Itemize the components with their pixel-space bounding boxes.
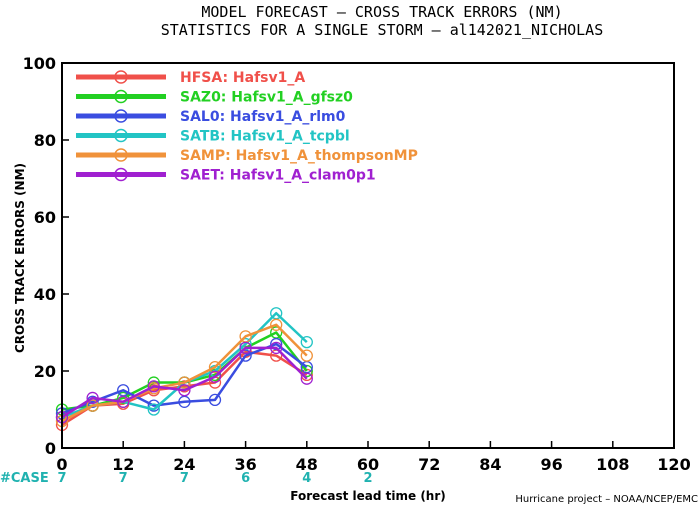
data-point bbox=[300, 372, 313, 385]
data-point bbox=[86, 391, 99, 405]
data-point bbox=[178, 384, 191, 397]
y-tick-label: 40 bbox=[34, 285, 56, 304]
x-tick-label: 84 bbox=[479, 455, 501, 474]
legend-label-5: SAET: Hafsv1_A_clam0p1 bbox=[180, 168, 376, 184]
data-point bbox=[208, 393, 222, 407]
data-point bbox=[208, 370, 222, 383]
legend-label-0: HFSA: Hafsv1_A bbox=[180, 70, 305, 86]
case-count: 7 bbox=[57, 471, 66, 486]
legend-marker-0 bbox=[114, 70, 128, 84]
y-tick-label: 80 bbox=[34, 131, 56, 150]
data-point bbox=[178, 376, 191, 389]
data-point bbox=[86, 399, 99, 412]
case-count: 4 bbox=[302, 471, 311, 486]
data-point bbox=[300, 335, 313, 349]
data-series bbox=[55, 307, 313, 432]
data-point bbox=[208, 360, 222, 374]
x-tick-label: 12 bbox=[112, 455, 134, 474]
series-line-4 bbox=[61, 323, 308, 423]
legend: HFSA: Hafsv1_A SAZ0: Hafsv1_A_gfsz0 SAL0: … bbox=[76, 70, 418, 184]
x-tick-label: 96 bbox=[540, 455, 562, 474]
data-point bbox=[147, 380, 160, 393]
data-point bbox=[239, 341, 252, 355]
data-point bbox=[270, 318, 283, 331]
case-count: 7 bbox=[119, 471, 128, 486]
credit-text: Hurricane project – NOAA/NCEP/EMC bbox=[515, 494, 698, 505]
legend-label-4: SAMP: Hafsv1_A_thompsonMP bbox=[180, 148, 418, 164]
y-tick-label: 20 bbox=[34, 362, 56, 381]
data-point bbox=[300, 349, 313, 362]
case-count: 2 bbox=[363, 471, 372, 486]
legend-marker-1 bbox=[114, 89, 128, 104]
x-axis-label: Forecast lead time (hr) bbox=[290, 489, 446, 503]
series-line-5 bbox=[61, 346, 308, 419]
chart-title: MODEL FORECAST – CROSS TRACK ERRORS (NM) bbox=[201, 3, 562, 21]
y-tick-label: 60 bbox=[34, 208, 56, 227]
x-tick-label: 24 bbox=[173, 455, 195, 474]
legend-label-2: SAL0: Hafsv1_A_rlm0 bbox=[180, 109, 346, 125]
plot-frame bbox=[61, 62, 675, 449]
y-tick-label: 0 bbox=[45, 439, 56, 458]
case-count-label: #CASE bbox=[0, 471, 49, 486]
case-count: 6 bbox=[241, 471, 250, 486]
legend-marker-5 bbox=[114, 167, 128, 182]
legend-marker-2 bbox=[114, 109, 128, 123]
data-point bbox=[300, 364, 313, 378]
x-tick-label: 72 bbox=[418, 455, 440, 474]
x-tick-label: 36 bbox=[234, 455, 256, 474]
x-tick-label: 60 bbox=[357, 455, 379, 474]
legend-label-1: SAZ0: Hafsv1_A_gfsz0 bbox=[180, 90, 353, 106]
chart-subtitle: STATISTICS FOR A SINGLE STORM – al142021… bbox=[161, 21, 604, 39]
y-tick-label: 100 bbox=[23, 54, 56, 73]
legend-label-3: SATB: Hafsv1_A_tcpbl bbox=[180, 129, 350, 145]
case-count: 7 bbox=[180, 471, 189, 486]
y-axis-label: CROSS TRACK ERRORS (NM) bbox=[13, 163, 27, 353]
legend-marker-4 bbox=[114, 148, 128, 162]
case-counts: 7 7 7 6 4 2 bbox=[57, 471, 372, 486]
axis-ticks: 0 12 24 36 48 60 72 84 96 108 120 0 20 40 60 80 100 bbox=[23, 54, 691, 474]
x-tick-label: 48 bbox=[296, 455, 318, 474]
data-point bbox=[270, 341, 283, 355]
data-point bbox=[147, 403, 160, 416]
x-tick-label: 0 bbox=[56, 455, 67, 474]
x-tick-label: 108 bbox=[596, 455, 629, 474]
legend-marker-3 bbox=[114, 128, 128, 143]
x-tick-label: 120 bbox=[657, 455, 690, 474]
data-point bbox=[117, 395, 130, 408]
